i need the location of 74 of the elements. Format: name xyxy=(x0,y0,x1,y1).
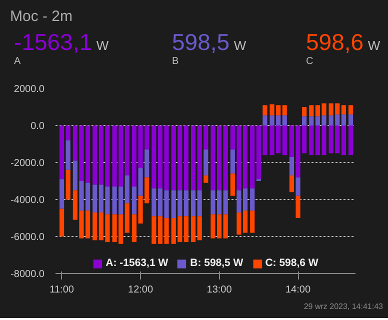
bar xyxy=(197,216,202,240)
y-tick-label: -2000.0 xyxy=(10,158,45,169)
bar xyxy=(341,105,346,114)
bar xyxy=(66,140,70,170)
bar xyxy=(197,190,202,216)
x-tick-label: 13:00 xyxy=(206,284,232,296)
bar xyxy=(223,214,228,238)
bar xyxy=(152,216,156,244)
bar xyxy=(190,190,196,216)
bar xyxy=(124,203,130,233)
bar xyxy=(282,105,287,116)
bar xyxy=(230,174,235,196)
bar xyxy=(282,126,287,156)
bar xyxy=(152,126,156,188)
bar xyxy=(296,196,300,218)
legend-label: A: -1563,1 W xyxy=(106,257,168,269)
bar xyxy=(92,212,98,240)
bar xyxy=(262,115,268,126)
bar xyxy=(348,105,354,114)
bar xyxy=(309,126,314,156)
y-tick-label: -6000.0 xyxy=(10,232,45,243)
bar xyxy=(289,156,294,176)
bar xyxy=(341,126,346,156)
bar xyxy=(302,116,307,126)
y-tick-label: -4000.0 xyxy=(10,195,45,206)
bar xyxy=(60,208,64,236)
bar xyxy=(60,126,64,180)
bar xyxy=(309,105,314,116)
bar xyxy=(223,126,228,190)
bar xyxy=(124,126,130,176)
bar xyxy=(223,190,228,214)
bar xyxy=(289,175,294,192)
text: 29 wrz 2023, 14:41:43 xyxy=(304,301,383,312)
bar xyxy=(190,216,196,242)
chart-title: Moc - 2m xyxy=(10,7,73,27)
bar xyxy=(66,126,70,140)
bar xyxy=(184,126,189,190)
bar xyxy=(282,115,287,126)
bar xyxy=(250,188,255,211)
bar xyxy=(302,107,307,116)
text: C xyxy=(306,55,314,69)
legend-label: C: 598,6 W xyxy=(265,257,318,269)
y-tick-label: 2000.0 xyxy=(14,84,45,95)
x-tick-label: 11:00 xyxy=(50,284,74,296)
bar xyxy=(204,175,208,183)
x-tick-label: 12:00 xyxy=(128,284,154,296)
y-tick-label: -8000.0 xyxy=(10,269,45,280)
bar xyxy=(66,170,70,200)
bar xyxy=(250,126,255,188)
text: -1563,1 W xyxy=(14,29,109,55)
bar xyxy=(184,190,189,216)
bar xyxy=(184,216,189,242)
text: A xyxy=(14,55,21,69)
bar xyxy=(348,114,354,126)
text: 598,5 W xyxy=(172,29,246,55)
bar xyxy=(296,177,300,196)
bar xyxy=(230,150,235,174)
legend-label: B: 598,5 W xyxy=(190,257,244,269)
bar xyxy=(262,105,268,116)
bar xyxy=(348,126,354,156)
bar xyxy=(60,179,64,209)
text: B xyxy=(172,55,179,69)
bar xyxy=(309,116,314,126)
bar xyxy=(190,126,196,190)
y-tick-label: 0.0 xyxy=(30,121,45,132)
x-tick-label: 14:00 xyxy=(286,284,311,296)
bar xyxy=(124,175,130,204)
text: 598,6 W xyxy=(306,29,380,55)
bar xyxy=(152,188,156,216)
bar xyxy=(92,184,98,212)
bar xyxy=(204,150,208,176)
bar xyxy=(341,114,346,126)
bar xyxy=(250,210,255,233)
bar xyxy=(92,126,98,185)
